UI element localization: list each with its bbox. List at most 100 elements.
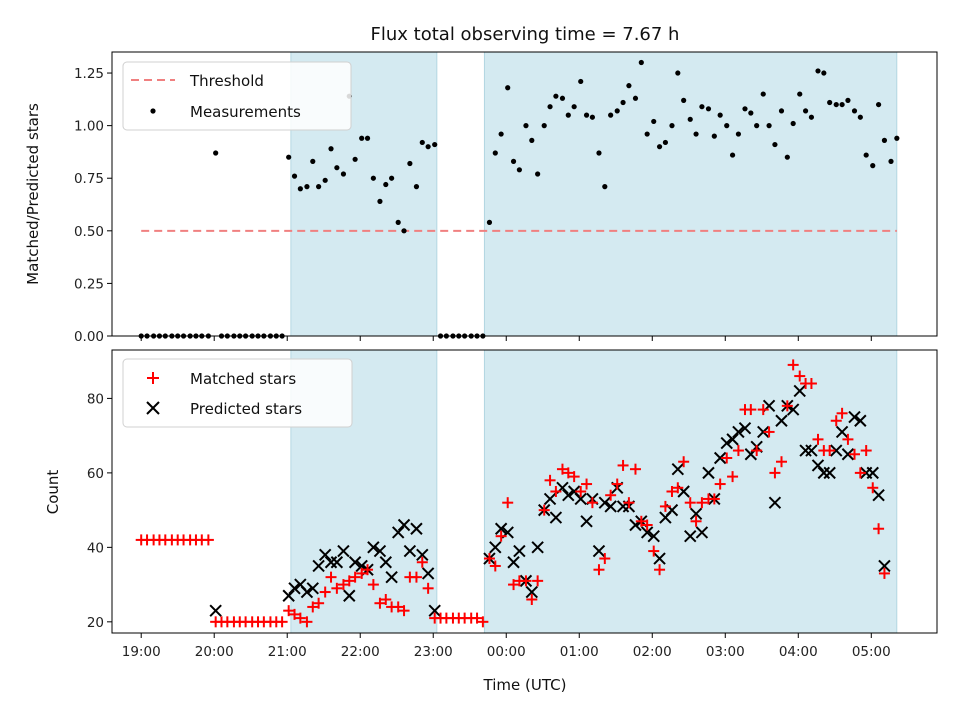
predicted-star-point — [835, 425, 849, 439]
matched-star-point — [812, 433, 824, 445]
predicted-star-point — [513, 544, 526, 558]
measurement-point — [687, 116, 693, 122]
matched-star-point — [477, 616, 489, 628]
matched-star-point — [708, 493, 720, 505]
top-y-axis-label: Matched/Predicted stars — [24, 103, 42, 285]
measurement-point — [656, 144, 663, 150]
matched-star-point — [562, 467, 574, 479]
measurement-point — [553, 93, 559, 99]
matched-star-point — [714, 478, 726, 490]
chart-title: Flux total observing time = 7.67 h — [371, 24, 680, 45]
legend-measurements-label: Measurements — [190, 103, 301, 121]
matched-star-point — [374, 597, 386, 609]
measurement-point — [510, 158, 517, 164]
predicted-star-point — [337, 544, 350, 558]
measurement-point — [535, 171, 541, 177]
bottom-legend-box — [122, 358, 353, 428]
predicted-star-point — [494, 522, 508, 535]
matched-star-point — [666, 486, 678, 497]
bottom-y-tick-label: 20 — [87, 615, 104, 631]
measurement-point — [815, 68, 821, 74]
top-y-tick-label: 0.00 — [74, 329, 104, 345]
predicted-star-point — [531, 541, 544, 554]
matched-star-point — [508, 579, 520, 591]
measurement-point — [881, 137, 888, 143]
predicted-star-point — [574, 492, 587, 506]
measurement-point — [651, 118, 657, 125]
predicted-star-point — [373, 544, 387, 558]
bottom-y-tick-label: 40 — [87, 540, 104, 556]
legend-measurements-marker — [150, 108, 156, 114]
matched-star-point — [471, 612, 483, 624]
measurement-point — [662, 139, 669, 146]
measurement-point — [407, 160, 413, 167]
matched-star-point — [202, 534, 214, 546]
predicted-star-point — [848, 410, 861, 424]
x-tick-label: 00:00 — [487, 644, 526, 660]
predicted-star-point — [592, 544, 606, 558]
matched-star-point — [586, 497, 598, 509]
matched-star-point — [629, 463, 641, 475]
matched-star-point — [349, 571, 361, 583]
matched-star-point — [757, 404, 769, 416]
matched-star-point — [294, 612, 306, 624]
measurement-point — [735, 131, 742, 137]
matched-star-point — [362, 564, 374, 576]
predicted-star-point — [738, 421, 752, 435]
x-tick-label: 19:00 — [122, 644, 161, 660]
predicted-star-point — [403, 544, 417, 558]
measurement-point — [432, 141, 438, 148]
matched-star-point — [684, 497, 696, 509]
matched-star-point — [635, 515, 647, 527]
matched-star-point — [672, 482, 684, 494]
top-panel: 0.00 0.25 0.50 0.75 1.00 1.25 Matched/Predict… — [24, 51, 938, 345]
predicted-star-point — [823, 466, 836, 480]
predicted-star-point — [318, 548, 332, 562]
top-axes-frame — [111, 51, 938, 337]
measurement-point — [565, 112, 571, 118]
matched-star-point — [367, 579, 379, 591]
predicted-star-point — [726, 433, 739, 446]
matched-star-point — [873, 523, 885, 535]
measurement-point — [419, 139, 425, 146]
measurement-point — [383, 181, 389, 188]
predicted-star-point — [385, 570, 398, 584]
predicted-star-point — [312, 559, 325, 573]
matched-star-point — [568, 471, 580, 483]
measurement-point — [766, 123, 772, 129]
matched-star-point — [544, 474, 556, 486]
matched-star-point — [787, 359, 799, 371]
predicted-star-point — [684, 529, 697, 543]
matched-star-point — [301, 616, 313, 628]
predicted-star-point — [702, 466, 715, 480]
measurement-point — [748, 110, 754, 116]
measurement-point — [541, 123, 547, 129]
matched-star-point — [416, 556, 428, 568]
predicted-star-point — [428, 604, 441, 617]
matched-star-point — [550, 486, 562, 497]
measurement-point — [681, 97, 687, 103]
top-ticks: 0.00 0.25 0.50 0.75 1.00 1.25 — [74, 66, 872, 345]
measurement-point — [778, 108, 785, 114]
measurement-point — [498, 131, 504, 137]
measurement-point — [516, 167, 522, 173]
top-y-tick-label: 0.25 — [74, 276, 104, 292]
matched-star-point — [289, 608, 301, 620]
top-legend: Threshold Measurements — [122, 61, 352, 131]
predicted-star-point — [379, 556, 392, 569]
matched-star-point — [556, 463, 568, 475]
measurement-point — [870, 163, 876, 169]
matched-star-point — [483, 553, 495, 565]
measurement-point — [875, 101, 882, 108]
matched-star-point — [654, 564, 666, 576]
predicted-star-point — [324, 556, 338, 569]
measurement-point — [359, 135, 365, 141]
matched-star-point — [356, 567, 368, 579]
x-tick-label: 03:00 — [706, 644, 745, 660]
matched-star-point — [276, 616, 288, 628]
measurement-point — [425, 144, 431, 150]
measurement-point — [322, 177, 328, 183]
measurement-point — [523, 123, 529, 129]
predicted-star-point — [713, 451, 727, 465]
top-y-tick-label: 0.75 — [74, 171, 104, 187]
